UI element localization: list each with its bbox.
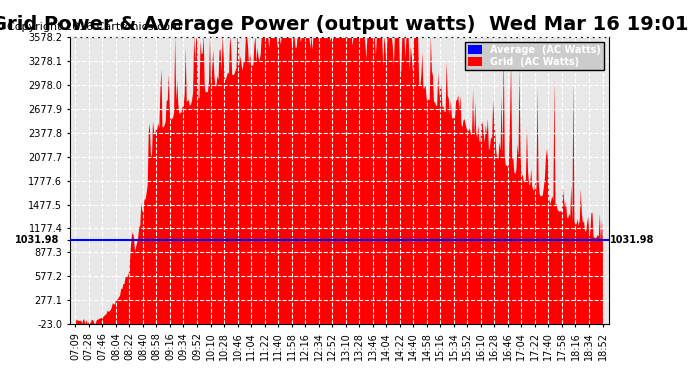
Text: Copyright 2016 Cartronics.com: Copyright 2016 Cartronics.com [7, 22, 181, 32]
Text: 1031.98: 1031.98 [610, 235, 654, 245]
Legend: Average  (AC Watts), Grid  (AC Watts): Average (AC Watts), Grid (AC Watts) [465, 42, 604, 70]
Text: 1031.98: 1031.98 [15, 235, 59, 245]
Title: Grid Power & Average Power (output watts)  Wed Mar 16 19:01: Grid Power & Average Power (output watts… [0, 15, 688, 34]
